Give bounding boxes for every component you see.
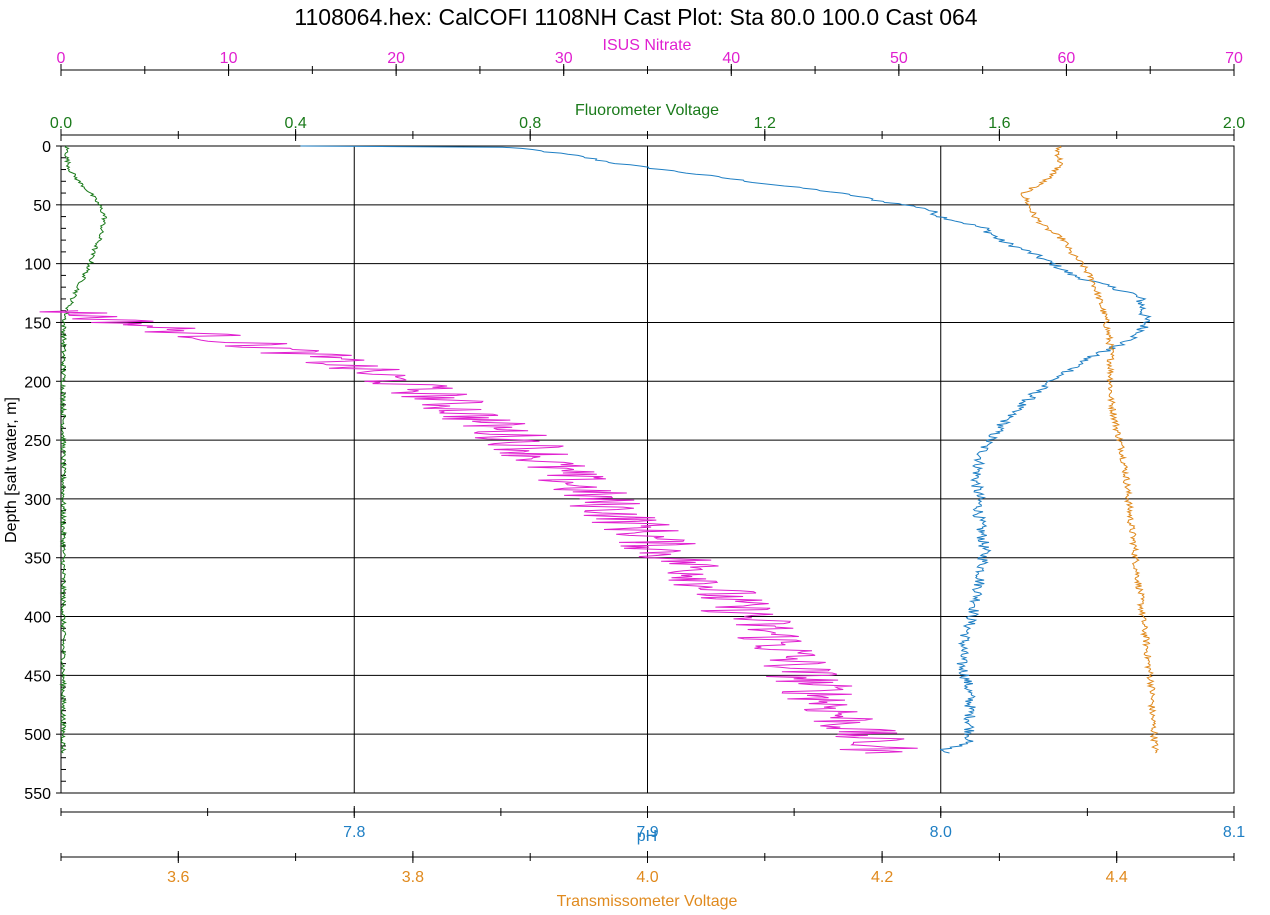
nitrate-tick-label: 60 (1058, 50, 1076, 67)
fluorometer-tick-label: 0.4 (284, 115, 306, 132)
transmissometer-series-line (1020, 145, 1160, 754)
y-tick-label: 0 (42, 139, 51, 156)
y-axis-label: Depth [salt water, m] (3, 397, 20, 543)
fluorometer-tick-label: 1.2 (754, 115, 776, 132)
ph-series-line (300, 145, 1152, 754)
nitrate-tick-label: 50 (890, 50, 908, 67)
nitrate-tick-label: 0 (57, 50, 66, 67)
y-tick-label: 100 (24, 257, 51, 274)
fluorometer-series-line (59, 145, 108, 754)
y-tick-label: 150 (24, 315, 51, 332)
nitrate-tick-label: 70 (1225, 50, 1243, 67)
transmissometer-axis-label: Transmissometer Voltage (557, 893, 738, 910)
transmissometer-tick-label: 3.6 (167, 869, 189, 886)
y-tick-label: 400 (24, 610, 51, 627)
ph-tick-label: 7.8 (343, 824, 365, 841)
y-tick-label: 250 (24, 433, 51, 450)
chart-title: 1108064.hex: CalCOFI 1108NH Cast Plot: S… (294, 4, 977, 30)
y-tick-label: 500 (24, 727, 51, 744)
fluorometer-tick-label: 0.0 (50, 115, 72, 132)
nitrate-series-line (39, 310, 918, 754)
y-tick-label: 450 (24, 668, 51, 685)
y-tick-label: 550 (24, 786, 51, 803)
ph-tick-label: 7.9 (636, 824, 658, 841)
fluorometer-axis-label: Fluorometer Voltage (575, 102, 719, 119)
nitrate-tick-label: 30 (555, 50, 573, 67)
y-tick-label: 300 (24, 492, 51, 509)
y-tick-label: 350 (24, 551, 51, 568)
transmissometer-tick-label: 4.2 (871, 869, 893, 886)
fluorometer-tick-label: 2.0 (1223, 115, 1245, 132)
nitrate-tick-label: 10 (220, 50, 238, 67)
ph-tick-label: 8.0 (930, 824, 952, 841)
y-tick-label: 200 (24, 374, 51, 391)
nitrate-axis-label: ISUS Nitrate (603, 37, 692, 54)
transmissometer-tick-label: 4.4 (1106, 869, 1128, 886)
nitrate-tick-label: 20 (387, 50, 405, 67)
nitrate-tick-label: 40 (722, 50, 740, 67)
transmissometer-tick-label: 4.0 (636, 869, 658, 886)
y-tick-label: 50 (33, 198, 51, 215)
ph-axis-label: pH (637, 828, 657, 845)
fluorometer-tick-label: 0.8 (519, 115, 541, 132)
transmissometer-tick-label: 3.8 (402, 869, 424, 886)
fluorometer-tick-label: 1.6 (988, 115, 1010, 132)
ph-tick-label: 8.1 (1223, 824, 1245, 841)
